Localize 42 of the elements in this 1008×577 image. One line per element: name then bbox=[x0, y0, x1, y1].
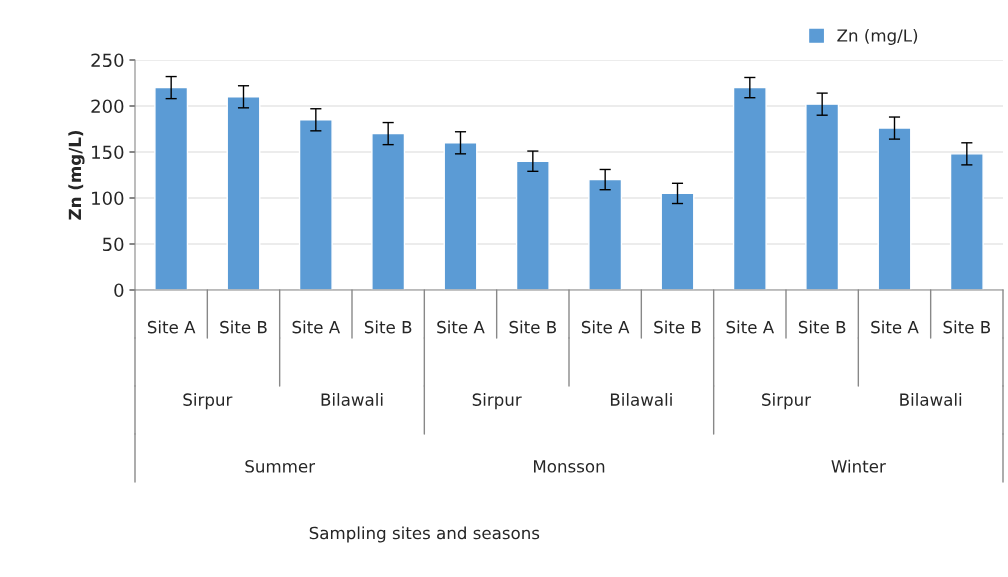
x-tick-label: Site B bbox=[654, 320, 701, 334]
bar bbox=[226, 96, 261, 290]
y-tick-label: 50 bbox=[103, 237, 124, 252]
bar bbox=[371, 132, 406, 290]
x-tick-label: Site B bbox=[943, 320, 991, 334]
text: Bilawali bbox=[321, 393, 383, 406]
text: Sampling sites and seasons bbox=[309, 526, 540, 543]
x-tick-label: Site A bbox=[726, 320, 775, 334]
text: Sirpur bbox=[762, 393, 812, 410]
legend-label: Zn (mg/L) bbox=[837, 28, 918, 45]
x-tick-label: Site A bbox=[437, 320, 485, 334]
y-tick-label: 200 bbox=[91, 99, 124, 114]
bar bbox=[443, 142, 478, 290]
y-tick-label: 150 bbox=[92, 145, 124, 160]
text: Sirpur bbox=[472, 393, 522, 410]
x-tick-label: Site B bbox=[798, 320, 846, 334]
text: Monsson bbox=[534, 460, 605, 473]
bar bbox=[588, 178, 623, 290]
bar bbox=[805, 103, 840, 290]
x-tick-label: Site B bbox=[509, 320, 557, 334]
y-tick-label: 250 bbox=[91, 53, 124, 68]
bar bbox=[298, 119, 333, 290]
x-tick-label: Site B bbox=[220, 320, 267, 334]
bar bbox=[877, 127, 912, 290]
text: Bilawali bbox=[900, 393, 962, 406]
x-tick-label: Site A bbox=[292, 320, 341, 334]
x-tick-label: Site A bbox=[147, 320, 196, 334]
x-tick-label: Site A bbox=[581, 320, 630, 334]
y-tick-label: 0 bbox=[114, 283, 124, 298]
text: Summer bbox=[245, 460, 316, 473]
y-axis-title: Zn (mg/L) bbox=[68, 130, 85, 220]
bar bbox=[732, 86, 767, 290]
x-tick-label: Site B bbox=[364, 320, 412, 334]
bar bbox=[660, 192, 695, 290]
bar bbox=[515, 160, 550, 290]
text: Bilawali bbox=[610, 393, 672, 406]
y-tick-label: 100 bbox=[92, 191, 124, 206]
text: Winter bbox=[831, 459, 886, 473]
bar bbox=[949, 153, 984, 290]
bar bbox=[154, 86, 189, 290]
text: Sirpur bbox=[183, 393, 233, 410]
x-tick-label: Site A bbox=[871, 320, 919, 334]
